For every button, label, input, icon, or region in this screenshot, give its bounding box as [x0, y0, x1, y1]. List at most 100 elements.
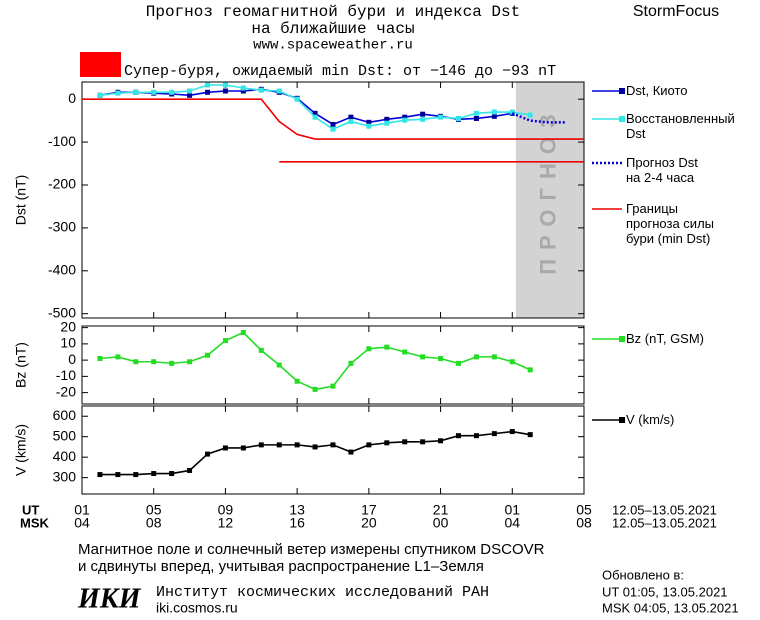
series-line	[511, 112, 567, 124]
x-tick-label: 05	[576, 502, 592, 518]
x-tick-label-msk: 16	[289, 515, 305, 531]
data-point	[527, 432, 533, 438]
data-point	[276, 442, 282, 448]
data-point	[151, 359, 157, 365]
data-point	[187, 88, 193, 94]
data-point	[222, 338, 228, 344]
data-point	[473, 115, 479, 121]
y-tick-label: -100	[48, 133, 76, 149]
legend-entry: Границы прогноза силы бури (min Dst)	[626, 201, 714, 246]
x-tick-label-msk: 08	[576, 515, 592, 531]
msk-range: 12.05–13.05.2021	[612, 515, 717, 530]
data-point	[491, 431, 497, 437]
legend-marker	[619, 336, 625, 342]
data-point	[366, 123, 372, 129]
legend-entry: Bz (nT, GSM)	[626, 331, 705, 346]
data-point	[420, 439, 426, 445]
data-point	[438, 356, 444, 361]
data-point	[276, 88, 282, 94]
legend-marker	[619, 88, 625, 94]
y-tick-label: 0	[68, 90, 76, 106]
data-point	[205, 352, 210, 358]
data-point	[151, 89, 157, 95]
alert-text: Супер-буря, ожидаемый min Dst: от −146 д…	[124, 63, 556, 80]
data-point	[294, 96, 300, 102]
data-point	[509, 109, 515, 115]
legend-entry: V (km/s)	[626, 412, 675, 427]
x-tick-label-msk: 04	[74, 515, 90, 531]
ut-label: UT	[22, 502, 39, 517]
y-axis-label: Bz (nT)	[13, 342, 29, 388]
data-point	[456, 115, 461, 121]
data-point	[169, 360, 175, 366]
data-point	[222, 88, 228, 94]
y-tick-label: 400	[53, 448, 77, 464]
x-tick-label-msk: 04	[504, 515, 520, 531]
updated-ut: UT 01:05, 13.05.2021	[602, 584, 728, 599]
x-tick-label: 01	[504, 502, 520, 518]
forecast-region	[515, 82, 584, 318]
x-tick-label: 05	[146, 502, 162, 518]
data-point	[312, 110, 318, 116]
series-line	[99, 331, 531, 391]
x-tick-label: 17	[361, 502, 377, 518]
series-line	[99, 84, 531, 131]
data-point	[366, 346, 372, 352]
data-point	[348, 449, 354, 455]
data-point	[348, 360, 354, 366]
legend-entry: Восстановленный Dst	[626, 111, 735, 141]
institute: Институт космических исследований РАН	[156, 584, 489, 601]
data-point	[97, 472, 103, 478]
data-point	[330, 383, 336, 389]
data-point	[384, 344, 390, 350]
data-point	[222, 445, 228, 451]
data-point	[133, 359, 139, 365]
x-tick-label-msk: 08	[146, 515, 162, 531]
x-tick-label-msk: 12	[218, 515, 234, 531]
data-point	[240, 445, 246, 451]
data-point	[187, 92, 193, 98]
y-tick-label: -300	[48, 219, 76, 235]
data-point	[348, 118, 354, 124]
data-point	[205, 89, 210, 95]
data-point	[420, 116, 426, 122]
data-point	[169, 89, 175, 95]
data-point	[187, 467, 193, 473]
data-point	[420, 111, 426, 117]
data-point	[473, 354, 479, 360]
brand: StormFocus	[633, 3, 719, 20]
data-point	[205, 82, 210, 88]
data-point	[133, 89, 139, 95]
updated-label: Обновлено в:	[602, 567, 684, 582]
data-point	[527, 112, 533, 118]
note-line: и сдвинуты вперед, учитывая распростране…	[78, 558, 484, 575]
data-point	[384, 120, 390, 126]
y-axis-label: Dst (nT)	[13, 175, 29, 226]
data-point	[169, 471, 175, 477]
series-line	[99, 430, 531, 476]
data-point	[366, 442, 372, 448]
y-tick-label: 10	[60, 335, 76, 351]
series-line	[82, 98, 584, 163]
institute-url: iki.cosmos.ru	[156, 600, 238, 616]
updated-msk: MSK 04:05, 13.05.2021	[602, 600, 739, 615]
plot-frame	[81, 81, 585, 319]
data-point	[258, 347, 264, 353]
data-point	[187, 359, 193, 365]
data-point	[258, 87, 264, 93]
subtitle: на ближайшие часы	[251, 20, 414, 38]
ut-range: 12.05–13.05.2021	[612, 502, 717, 517]
data-point	[509, 359, 515, 365]
plot-frame	[81, 325, 585, 405]
data-point	[491, 109, 497, 115]
legend-marker	[619, 417, 625, 423]
data-point	[438, 438, 444, 444]
data-point	[330, 126, 336, 132]
data-point	[258, 442, 264, 448]
data-point	[240, 330, 246, 335]
y-tick-label: -10	[56, 367, 76, 383]
y-tick-label: 20	[60, 318, 76, 334]
y-tick-label: 500	[53, 427, 77, 443]
